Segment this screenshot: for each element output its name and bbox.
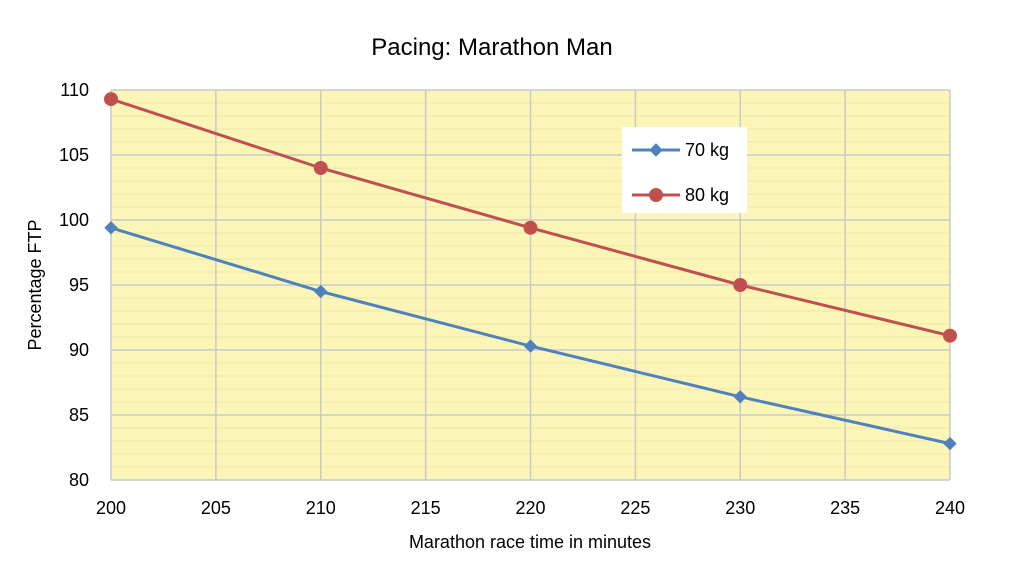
x-tick-label: 230: [725, 498, 755, 518]
x-tick-label: 235: [830, 498, 860, 518]
y-tick-label: 95: [69, 275, 89, 295]
legend-marker: [649, 188, 663, 202]
series-1: [104, 92, 957, 343]
legend-label: 70 kg: [685, 140, 729, 160]
y-tick-label: 100: [59, 210, 89, 230]
data-point: [523, 339, 538, 353]
legend-label: 80 kg: [685, 185, 729, 205]
legend-item: 80 kg: [632, 185, 729, 205]
y-tick-label: 90: [69, 340, 89, 360]
x-tick-label: 200: [96, 498, 126, 518]
data-point: [523, 220, 538, 235]
x-tick-label: 205: [201, 498, 231, 518]
x-tick-label: 210: [306, 498, 336, 518]
y-tick-label: 110: [60, 80, 89, 100]
legend-marker: [649, 143, 663, 157]
series-group: [104, 92, 957, 451]
data-point: [314, 284, 328, 299]
x-tick-label: 220: [515, 498, 545, 518]
chart-title: Pacing: Marathon Man: [371, 34, 612, 61]
series-0: [104, 221, 957, 451]
data-point: [104, 92, 118, 107]
x-tick-label: 225: [620, 498, 650, 518]
data-point: [104, 221, 118, 235]
chart-legend: 70 kg 80 kg: [622, 127, 747, 213]
data-point: [733, 390, 747, 404]
legend-item: 70 kg: [632, 140, 729, 160]
data-point: [943, 328, 957, 343]
data-point: [733, 278, 748, 292]
legend-box: [622, 127, 747, 213]
data-point: [313, 161, 328, 175]
y-tick-label: 85: [69, 405, 89, 425]
x-tick-label: 215: [411, 498, 441, 518]
x-tick-label: 240: [935, 498, 965, 518]
major-gridlines: [110, 89, 951, 481]
y-axis-label: Percentage FTP: [25, 219, 45, 350]
y-tick-label: 80: [69, 470, 89, 490]
y-tick-label: 105: [59, 145, 89, 165]
x-axis-ticks: 200 205 210 215 220 225 230 235 240: [96, 498, 965, 518]
x-axis-label: Marathon race time in minutes: [409, 532, 651, 552]
y-axis-ticks: 80 85 90 95 100 105 110: [59, 80, 89, 490]
data-point: [943, 436, 957, 451]
